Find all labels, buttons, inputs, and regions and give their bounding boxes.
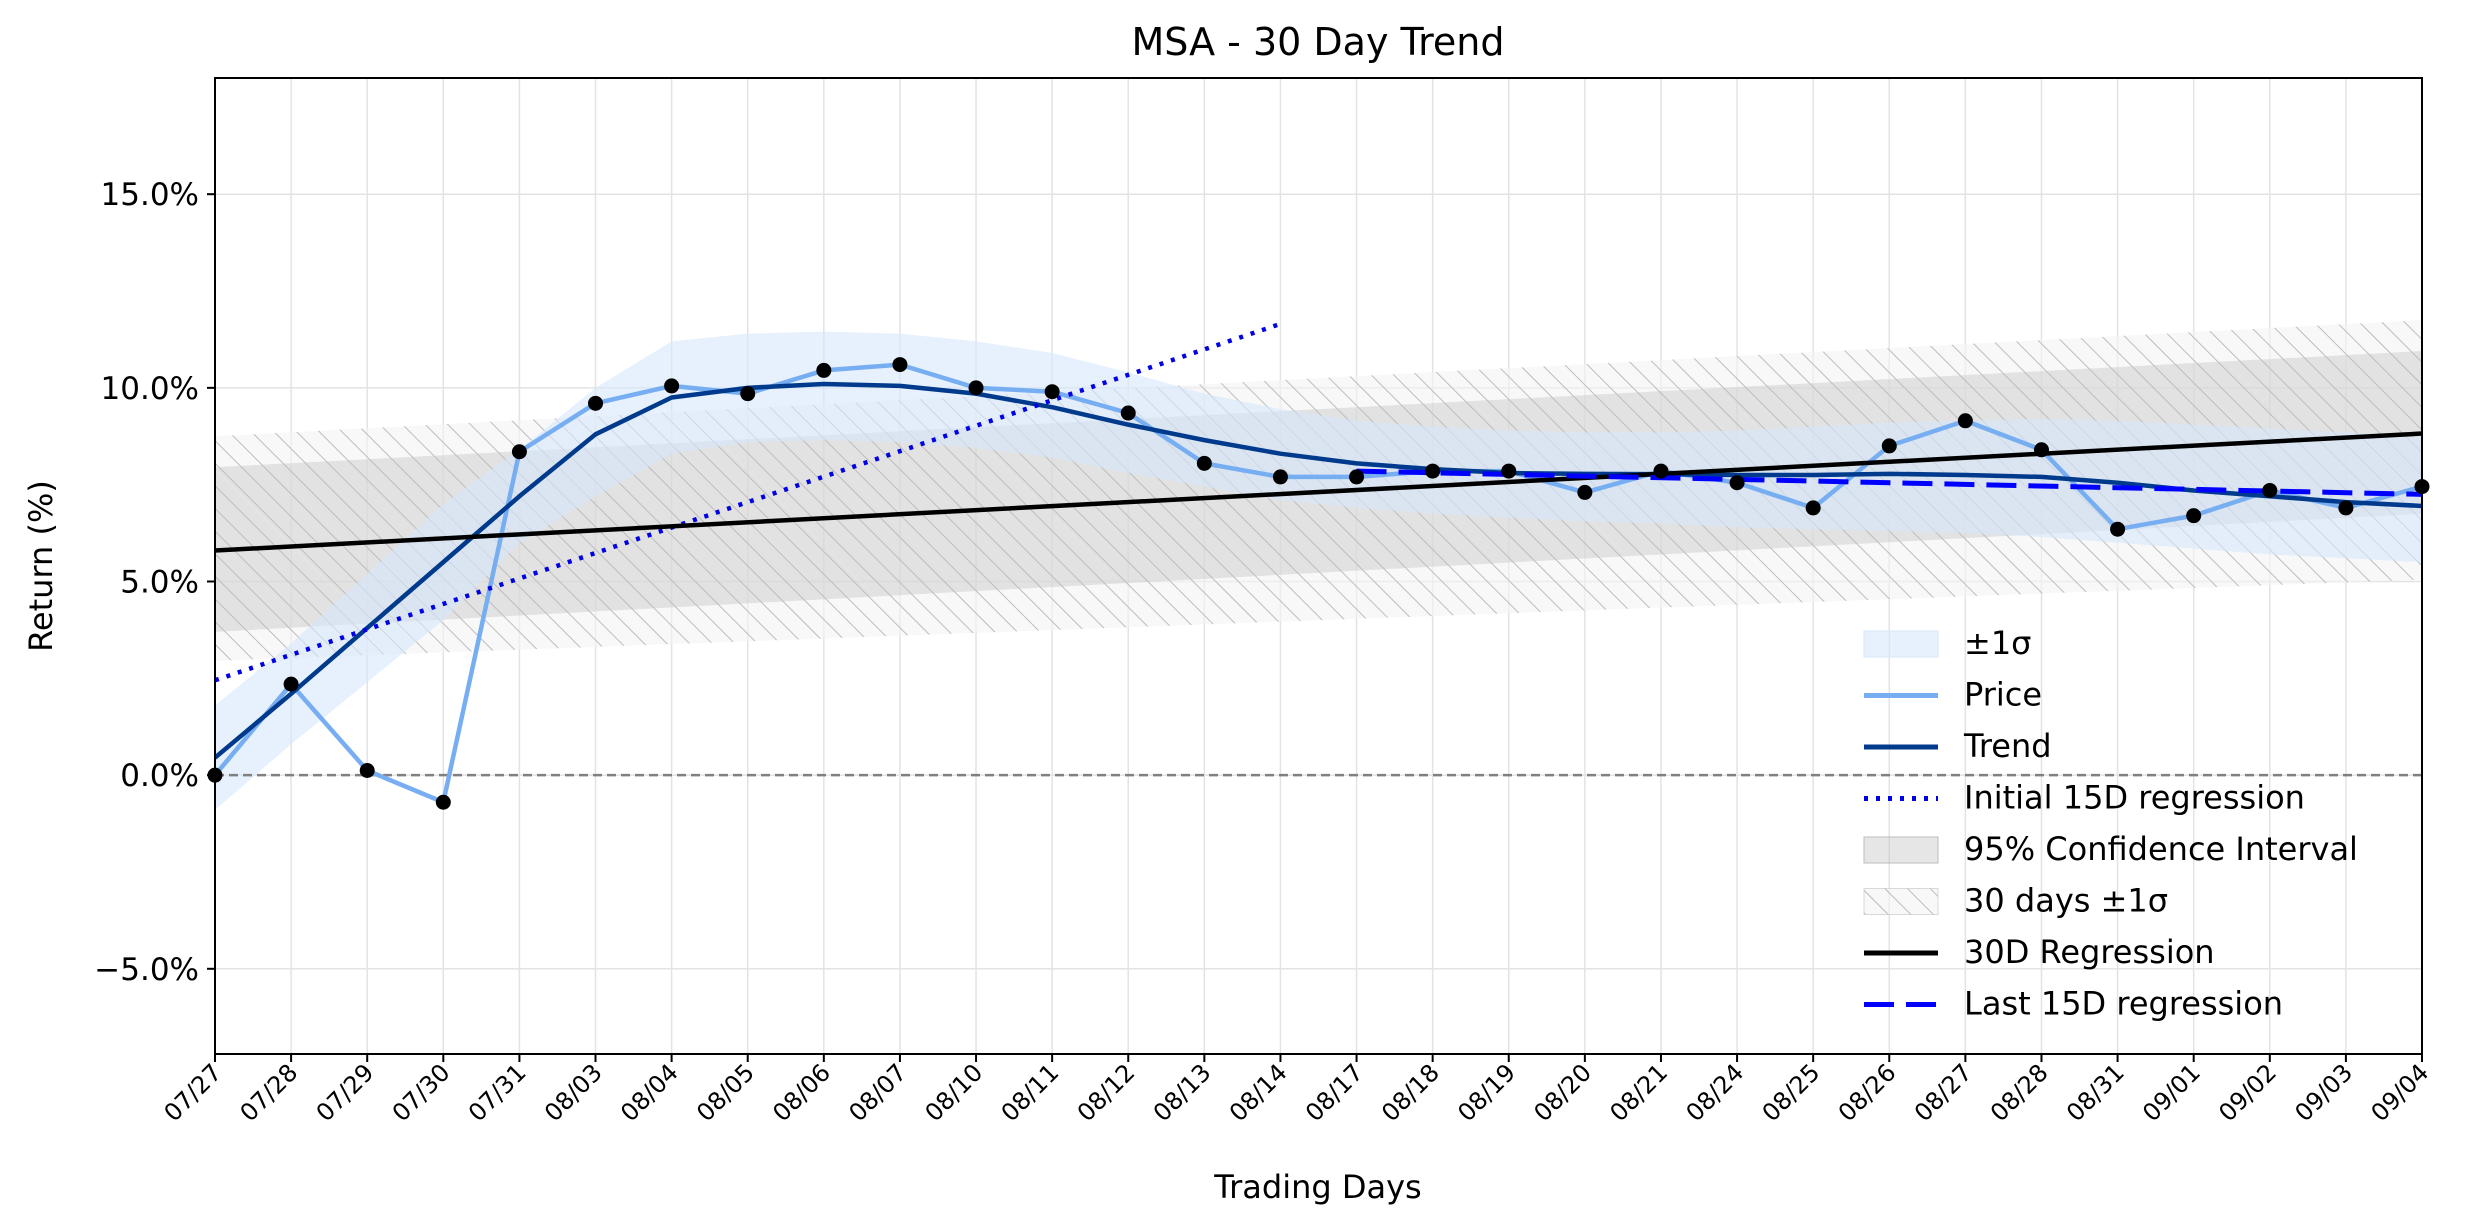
x-tick-label: 07/27 [159, 1058, 228, 1127]
plot-frame [214, 77, 2423, 1055]
data-point [740, 386, 756, 402]
x-tick-label: 08/20 [1528, 1058, 1597, 1127]
x-tick-label: 08/07 [843, 1058, 912, 1127]
x-tick-label: 08/10 [920, 1058, 989, 1127]
x-tick-label: 07/30 [387, 1058, 456, 1127]
x-tick-label: 07/28 [235, 1058, 304, 1127]
legend-label: Last 15D regression [1964, 985, 2283, 1023]
y-tick-label: 0.0% [120, 758, 199, 794]
legend-entry: 30D Regression [1864, 933, 2215, 971]
x-tick-label: 08/17 [1300, 1058, 1369, 1127]
legend-entry: Price [1864, 676, 2042, 714]
legend-label: Price [1964, 676, 2042, 714]
legend-label: ±1σ [1964, 624, 2031, 662]
legend-label: 95% Confidence Interval [1964, 830, 2358, 868]
data-point [2262, 482, 2278, 498]
legend-label: 30D Regression [1964, 933, 2215, 971]
data-point [1881, 438, 1897, 454]
data-point [2338, 500, 2354, 516]
data-point [1501, 463, 1517, 479]
legend-swatch-hatch [1864, 888, 1938, 915]
x-tick-label: 07/29 [311, 1058, 380, 1127]
x-axis-label: Trading Days [1213, 1168, 1421, 1206]
chart-title: MSA - 30 Day Trend [1131, 20, 1504, 64]
data-point [892, 357, 908, 373]
data-point [1349, 469, 1365, 485]
data-point [588, 395, 604, 411]
x-tick-label: 08/28 [1985, 1058, 2054, 1127]
x-tick-label: 08/05 [691, 1058, 760, 1127]
legend-swatch [1863, 630, 1939, 658]
legend-entry: Trend [1864, 727, 2052, 765]
data-point [1196, 455, 1212, 471]
x-tick-label: 09/04 [2366, 1058, 2435, 1127]
x-tick-label: 08/06 [767, 1058, 836, 1127]
series-last-15d-regression [1356, 468, 2422, 497]
y-tick-label: 15.0% [101, 177, 199, 213]
legend-swatch [1863, 836, 1939, 864]
x-tick-label: 08/27 [1909, 1058, 1978, 1127]
x-tick-label: 09/03 [2289, 1058, 2358, 1127]
x-tick-label: 08/26 [1833, 1058, 1902, 1127]
legend-entry: 30 days ±1σ [1863, 882, 2168, 920]
data-point [359, 762, 375, 778]
legend-entry: Last 15D regression [1864, 985, 2283, 1023]
data-point [2033, 442, 2049, 458]
x-tick-label: 09/02 [2213, 1058, 2282, 1127]
x-tick-label: 07/31 [463, 1058, 532, 1127]
data-point [2110, 521, 2126, 537]
series-30d-regression [215, 431, 2422, 553]
legend-label: Initial 15D regression [1964, 779, 2305, 817]
legend: ±1σ Price Trend Initial 15D regression 95% C… [1863, 624, 2358, 1023]
data-point [435, 794, 451, 810]
y-tick-label: 5.0% [120, 564, 199, 600]
series-trend-line [215, 381, 2422, 760]
x-tick-label: 08/19 [1452, 1058, 1521, 1127]
x-tick-label: 08/13 [1148, 1058, 1217, 1127]
band-sigma [215, 331, 2422, 810]
x-tick-label: 08/14 [1224, 1058, 1293, 1127]
x-tick-label: 08/18 [1376, 1058, 1445, 1127]
data-point [1044, 384, 1060, 400]
data-point [1729, 475, 1745, 491]
x-tick-label: 08/24 [1681, 1058, 1750, 1127]
series-initial-15d-regression [215, 321, 1282, 683]
series-price-line [215, 362, 2422, 805]
data-point [664, 378, 680, 394]
data-point [283, 676, 299, 692]
y-axis-label: Return (%) [22, 480, 60, 652]
data-point [816, 362, 832, 378]
x-tick-label: 08/04 [615, 1058, 684, 1127]
data-point [511, 444, 527, 460]
x-tick-label: 08/03 [539, 1058, 608, 1127]
x-tick-label: 08/12 [1072, 1058, 1141, 1127]
data-point [1805, 500, 1821, 516]
data-point [1577, 484, 1593, 500]
x-tick-label: 09/01 [2137, 1058, 2206, 1127]
data-point [2186, 508, 2202, 524]
data-point [1957, 413, 1973, 429]
x-tick-label: 08/11 [996, 1058, 1065, 1127]
data-point [1120, 405, 1136, 421]
data-point [1425, 463, 1441, 479]
legend-entry: Initial 15D regression [1864, 779, 2305, 817]
legend-entry: ±1σ [1863, 624, 2031, 662]
data-point [1272, 469, 1288, 485]
legend-label: 30 days ±1σ [1964, 882, 2168, 920]
x-tick-label: 08/31 [2061, 1058, 2130, 1127]
data-point [968, 380, 984, 396]
x-tick-label: 08/25 [1757, 1058, 1826, 1127]
y-tick-label: −5.0% [94, 952, 199, 988]
legend-entry: 95% Confidence Interval [1863, 830, 2358, 868]
data-point [1653, 463, 1669, 479]
y-tick-label: 10.0% [101, 371, 199, 407]
legend-label: Trend [1963, 727, 2052, 765]
x-tick-label: 08/21 [1604, 1058, 1673, 1127]
